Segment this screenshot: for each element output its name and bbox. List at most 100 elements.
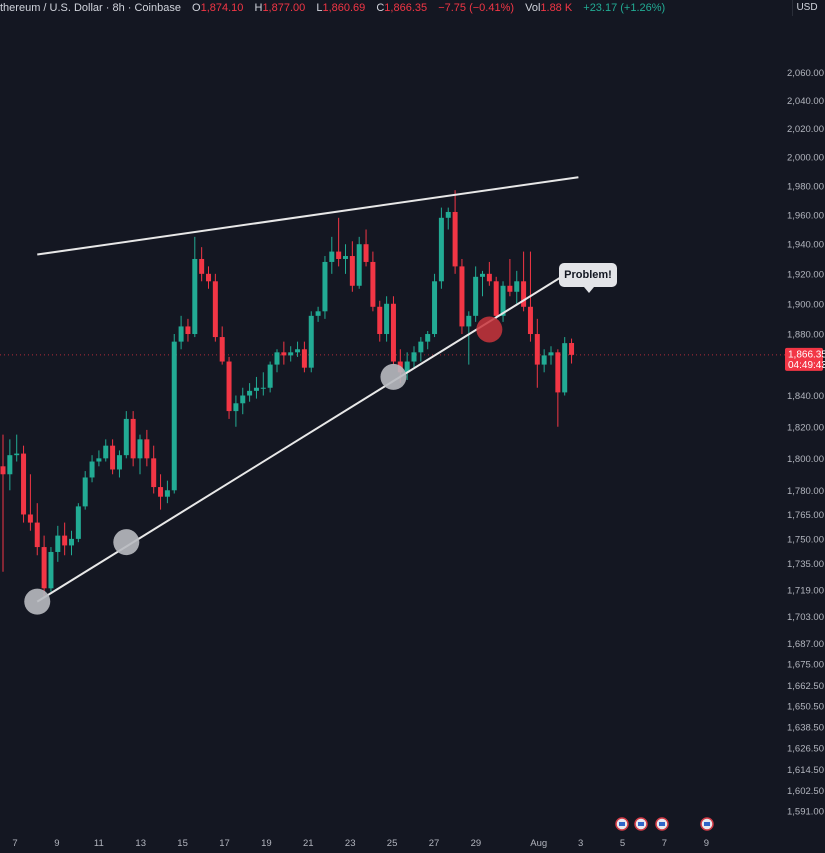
candle-body: [534, 334, 540, 365]
candle-body: [459, 266, 465, 327]
candle-57: [390, 296, 396, 365]
candle-79: [541, 349, 547, 373]
candle-body: [438, 217, 444, 282]
candle-50: [343, 244, 348, 274]
candle-body: [555, 352, 561, 393]
candle-body: [507, 285, 513, 292]
time-tick-15: 7: [662, 838, 667, 849]
touch-marker-1: [113, 529, 140, 556]
candle-body: [171, 341, 177, 491]
candle-30: [206, 266, 211, 289]
candle-33: [226, 356, 232, 419]
candle-body: [418, 341, 424, 353]
candle-25: [171, 334, 177, 494]
candle-60: [411, 346, 417, 368]
candle-0: [0, 434, 6, 572]
candle-73: [500, 281, 506, 322]
candle-body: [178, 326, 184, 342]
time-tick-14: 5: [620, 838, 625, 849]
candle-78: [534, 318, 540, 388]
time-tick-2: 11: [94, 838, 104, 849]
symbol-name[interactable]: thereum / U.S. Dollar · 8h · Coinbase: [0, 2, 181, 14]
high-label: H: [254, 2, 263, 14]
candle-20: [137, 434, 143, 475]
candle-body: [562, 343, 568, 393]
candle-body: [315, 311, 321, 316]
candle-body: [274, 352, 280, 365]
candle-31: [212, 273, 218, 342]
candle-body: [226, 361, 232, 412]
price-label-countdown: 04:49:43: [788, 360, 825, 371]
candle-15: [103, 439, 109, 462]
candle-29: [199, 247, 205, 282]
time-tick-16: 9: [704, 838, 709, 849]
candle-body: [192, 258, 198, 335]
candle-body: [21, 453, 27, 515]
candle-body: [62, 535, 68, 546]
candle-41: [281, 341, 287, 365]
candle-body: [384, 303, 390, 335]
candle-body: [432, 281, 438, 335]
price-tick-9: 1,880.00: [787, 330, 824, 341]
candle-body: [123, 418, 129, 456]
candle-body: [75, 506, 81, 539]
candle-72: [493, 276, 499, 319]
price-label-value: 1,866.35: [788, 349, 825, 360]
candle-body: [288, 352, 294, 356]
candle-body: [308, 315, 314, 368]
candle-38: [260, 372, 266, 396]
candle-56: [384, 296, 390, 342]
close-label: C: [376, 2, 385, 14]
problem-callout: Problem!: [559, 263, 617, 293]
candle-42: [288, 346, 294, 362]
price-tick-0: 2,060.00: [787, 68, 824, 79]
candle-49: [336, 217, 342, 267]
high-value: 1,877.00: [262, 2, 306, 14]
candle-3: [21, 445, 27, 523]
trendline-resistance: [37, 176, 579, 256]
price-tick-26: 1,614.50: [787, 765, 824, 776]
candle-66: [452, 190, 458, 274]
candle-body: [253, 387, 259, 391]
price-tick-1: 2,040.00: [787, 96, 824, 107]
candle-1: [7, 439, 13, 491]
candle-body: [212, 281, 218, 338]
candle-46: [315, 306, 321, 322]
event-flag-icon: [655, 817, 669, 831]
candle-59: [404, 352, 410, 381]
candle-63: [432, 273, 438, 338]
problem-marker: [476, 316, 503, 343]
touch-marker-0: [24, 588, 51, 615]
price-tick-20: 1,687.00: [787, 639, 824, 650]
candle-body: [569, 343, 575, 355]
time-tick-13: 3: [578, 838, 583, 849]
touch-markers: [24, 316, 503, 615]
close-value: 1,866.35: [384, 2, 428, 14]
candle-body: [514, 281, 520, 292]
price-tick-25: 1,626.50: [787, 744, 824, 755]
candle-45: [308, 311, 314, 373]
price-tick-2: 2,020.00: [787, 124, 824, 135]
candle-body: [370, 261, 376, 307]
candle-body: [103, 445, 109, 459]
price-tick-11: 1,840.00: [787, 391, 824, 402]
candle-51: [349, 241, 355, 292]
time-axis: 7 9 11 13 15 17 19 21 23 25 27 29 Aug 3 5 7 9: [12, 817, 714, 849]
candle-body: [233, 403, 239, 412]
time-tick-11: 29: [471, 838, 482, 849]
flag-stripe: [638, 822, 644, 826]
volume-label: Vol: [525, 2, 541, 14]
candle-body: [541, 355, 547, 365]
candle-22: [151, 445, 157, 494]
candle-32: [219, 326, 225, 365]
time-tick-3: 13: [135, 838, 146, 849]
candle-8: [55, 525, 61, 562]
candle-body: [349, 256, 355, 286]
candle-body: [144, 439, 150, 459]
event-flag-icon: [700, 817, 714, 831]
change-value: −7.75 (−0.41%): [438, 2, 515, 14]
currency-button[interactable]: USD: [792, 0, 821, 16]
price-tick-13: 1,800.00: [787, 454, 824, 465]
time-tick-6: 19: [261, 838, 272, 849]
